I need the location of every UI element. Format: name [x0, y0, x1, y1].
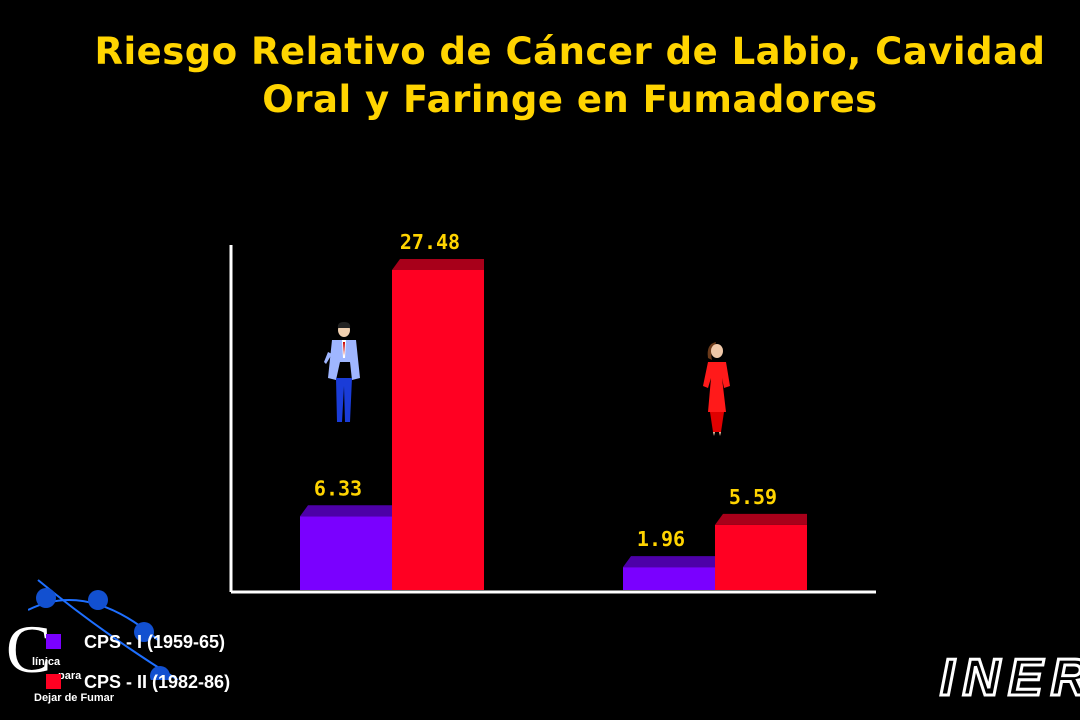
- iner-logo: INER: [938, 648, 1080, 709]
- bar-top: [300, 505, 392, 517]
- bar-value-label: 5.59: [729, 485, 777, 509]
- man-figure-icon: [324, 322, 360, 422]
- bar-top: [392, 259, 484, 270]
- chart-value-labels: 6.33 1.96 27.48 5.59: [314, 230, 777, 551]
- chart-title: Riesgo Relativo de Cáncer de Labio, Cavi…: [94, 30, 1046, 121]
- bar: [392, 270, 484, 590]
- bar-value-label: 6.33: [314, 476, 362, 500]
- bar: [300, 516, 392, 590]
- logo-line2: para: [58, 670, 82, 682]
- bar-top: [623, 556, 715, 568]
- chart-axes: [229, 245, 876, 594]
- bar: [715, 524, 807, 590]
- chart-category-icons: [324, 322, 730, 436]
- chart-bars: [300, 259, 807, 590]
- logo-line3: Dejar de Fumar: [34, 692, 115, 704]
- bar: [623, 567, 715, 590]
- woman-figure-icon: [703, 342, 730, 436]
- logo-line1: línica: [32, 656, 61, 668]
- bar-top: [715, 513, 807, 525]
- logo-letter: C: [6, 611, 52, 687]
- legend-swatch: [46, 634, 61, 649]
- bar-value-label: 1.96: [637, 527, 685, 551]
- bar-value-label: 27.48: [400, 230, 460, 254]
- legend-label: CPS - II (1982-86): [84, 672, 231, 692]
- logo-molecule-icon: [28, 579, 179, 680]
- legend-label: CPS - I (1959-65): [84, 632, 226, 652]
- legend-swatch: [46, 674, 61, 689]
